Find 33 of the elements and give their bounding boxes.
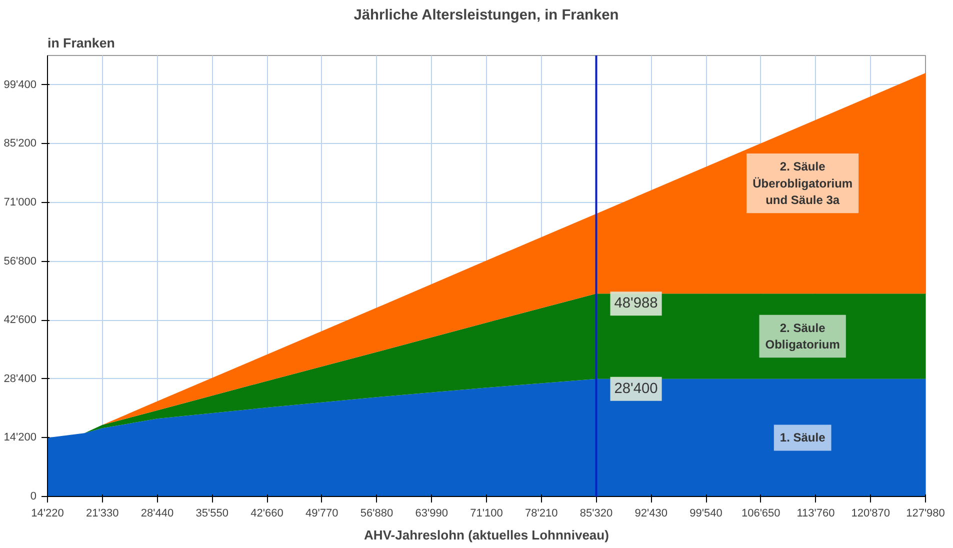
chart-title: Jährliche Altersleistungen, in Franken	[354, 8, 619, 24]
series-label: 1. Säule	[780, 430, 826, 445]
x-tick-label: 85'320	[580, 508, 613, 520]
x-tick-label: 14'220	[31, 508, 64, 520]
y-tick-label: 85'200	[4, 138, 37, 150]
y-tick-label: 42'600	[4, 314, 37, 326]
y-axis-title: in Franken	[48, 36, 115, 50]
annotation: 48'988	[614, 296, 658, 312]
x-tick-label: 106'650	[741, 508, 780, 520]
y-tick-label: 28'400	[4, 372, 37, 385]
x-tick-label: 127'980	[906, 508, 945, 520]
series-label: 2. Säule Obligatorium	[765, 320, 840, 352]
x-tick-label: 99'540	[690, 508, 722, 520]
x-tick-label: 21'330	[86, 508, 119, 520]
x-tick-label: 35'550	[196, 508, 228, 520]
x-tick-label: 49'770	[306, 508, 338, 520]
x-tick-label: 71'100	[470, 508, 503, 520]
x-tick-label: 28'440	[140, 508, 174, 520]
x-tick-label: 63'990	[415, 508, 448, 520]
series-label: 2. Säule Überobligatorium und Säule 3a	[752, 159, 853, 208]
x-tick-label: 92'430	[634, 508, 668, 520]
x-tick-label: 120'870	[851, 508, 890, 520]
y-tick-label: 71'000	[4, 196, 37, 208]
x-tick-label: 56'880	[360, 508, 394, 520]
annotation: 28'400	[614, 380, 658, 397]
y-tick-label: 99'400	[4, 78, 37, 91]
y-tick-label: 0	[30, 490, 37, 502]
x-tick-label: 113'760	[796, 508, 835, 520]
y-tick-label: 14'200	[4, 432, 37, 444]
y-tick-label: 56'800	[4, 255, 37, 268]
x-axis-title: AHV-Jahreslohn (aktuelles Lohnniveau)	[364, 528, 609, 542]
x-tick-label: 42'660	[250, 508, 284, 520]
x-tick-label: 78'210	[525, 508, 558, 520]
